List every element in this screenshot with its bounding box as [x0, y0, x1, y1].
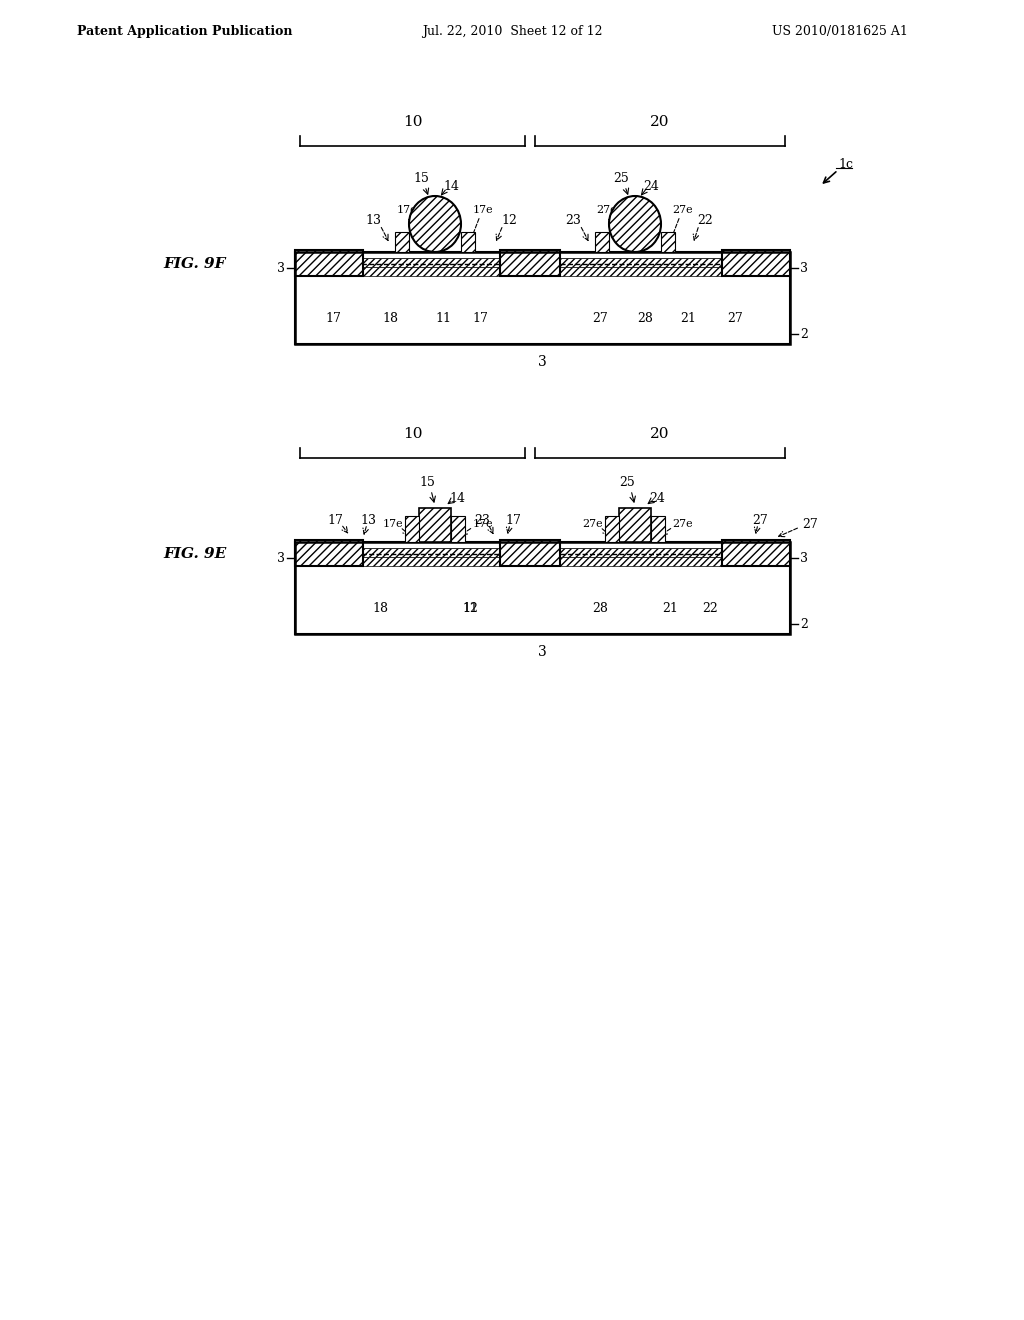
Bar [406, 516, 419, 543]
Text: 17e: 17e [473, 519, 494, 529]
Text: 17e: 17e [383, 519, 403, 529]
Text: 20: 20 [650, 115, 670, 129]
Text: 14: 14 [443, 180, 459, 193]
Text: 10: 10 [402, 426, 422, 441]
Text: Patent Application Publication: Patent Application Publication [77, 25, 293, 38]
Text: 27e: 27e [583, 519, 603, 529]
Text: 25: 25 [613, 172, 629, 185]
Text: 20: 20 [650, 426, 670, 441]
Text: 15: 15 [413, 172, 429, 185]
Bar [295, 543, 790, 634]
Text: 24: 24 [649, 491, 665, 504]
Text: 3: 3 [800, 552, 808, 565]
Ellipse shape [609, 195, 662, 252]
Bar [461, 232, 475, 252]
Text: 23: 23 [474, 513, 489, 527]
Text: 17: 17 [327, 513, 343, 527]
Text: 17e: 17e [473, 205, 494, 215]
Bar [295, 543, 790, 548]
Bar [451, 516, 465, 543]
Text: 18: 18 [372, 602, 388, 615]
Text: 22: 22 [702, 602, 718, 615]
Text: 3: 3 [278, 261, 285, 275]
Text: 22: 22 [697, 214, 713, 227]
Bar [295, 257, 790, 267]
Bar [651, 516, 665, 543]
Bar [295, 249, 362, 276]
Text: 3: 3 [278, 552, 285, 565]
Bar [605, 516, 618, 543]
Text: FIG. 9E: FIG. 9E [164, 546, 226, 561]
Bar [295, 548, 790, 557]
Text: 27: 27 [752, 513, 768, 527]
Bar [295, 557, 790, 566]
Text: 12: 12 [462, 602, 478, 615]
Text: 24: 24 [643, 180, 658, 193]
Text: 17: 17 [325, 313, 341, 326]
Bar [500, 249, 560, 276]
Bar [295, 252, 790, 345]
Text: 27e: 27e [673, 205, 693, 215]
Bar [722, 540, 790, 566]
Text: 28: 28 [637, 313, 653, 326]
Text: 17e: 17e [396, 205, 418, 215]
Text: 21: 21 [680, 313, 696, 326]
Ellipse shape [409, 195, 461, 252]
Text: 23: 23 [565, 214, 581, 227]
Text: 25: 25 [620, 475, 635, 488]
Text: Jul. 22, 2010  Sheet 12 of 12: Jul. 22, 2010 Sheet 12 of 12 [422, 25, 602, 38]
Text: 27: 27 [592, 313, 608, 326]
Bar [295, 252, 790, 257]
Text: 27e: 27e [673, 519, 693, 529]
Bar [419, 508, 451, 543]
Bar [395, 232, 409, 252]
Text: 28: 28 [592, 602, 608, 615]
Text: 2: 2 [800, 618, 808, 631]
Text: 17: 17 [472, 313, 488, 326]
Text: 3: 3 [800, 261, 808, 275]
Text: FIG. 9F: FIG. 9F [164, 257, 226, 271]
Text: 14: 14 [449, 491, 465, 504]
Text: 12: 12 [501, 214, 517, 227]
Bar [295, 540, 362, 566]
Text: 17: 17 [505, 513, 521, 527]
Bar [618, 508, 651, 543]
Text: 27: 27 [802, 517, 818, 531]
Text: 21: 21 [663, 602, 678, 615]
Text: 13: 13 [365, 214, 381, 227]
Bar [295, 267, 790, 276]
Text: 2: 2 [800, 327, 808, 341]
Text: 10: 10 [402, 115, 422, 129]
Bar [500, 540, 560, 566]
Bar [595, 232, 609, 252]
Text: 3: 3 [538, 645, 547, 659]
Text: 3: 3 [538, 355, 547, 370]
Bar [722, 249, 790, 276]
Text: 18: 18 [382, 313, 398, 326]
Text: 1c: 1c [838, 157, 853, 170]
Bar [295, 252, 790, 345]
Text: 11: 11 [462, 602, 478, 615]
Bar [295, 543, 790, 634]
Text: 27e: 27e [597, 205, 617, 215]
Text: 13: 13 [360, 513, 376, 527]
Text: 11: 11 [435, 313, 451, 326]
Text: 15: 15 [419, 475, 435, 488]
Bar [662, 232, 675, 252]
Text: US 2010/0181625 A1: US 2010/0181625 A1 [772, 25, 908, 38]
Text: 27: 27 [727, 313, 742, 326]
